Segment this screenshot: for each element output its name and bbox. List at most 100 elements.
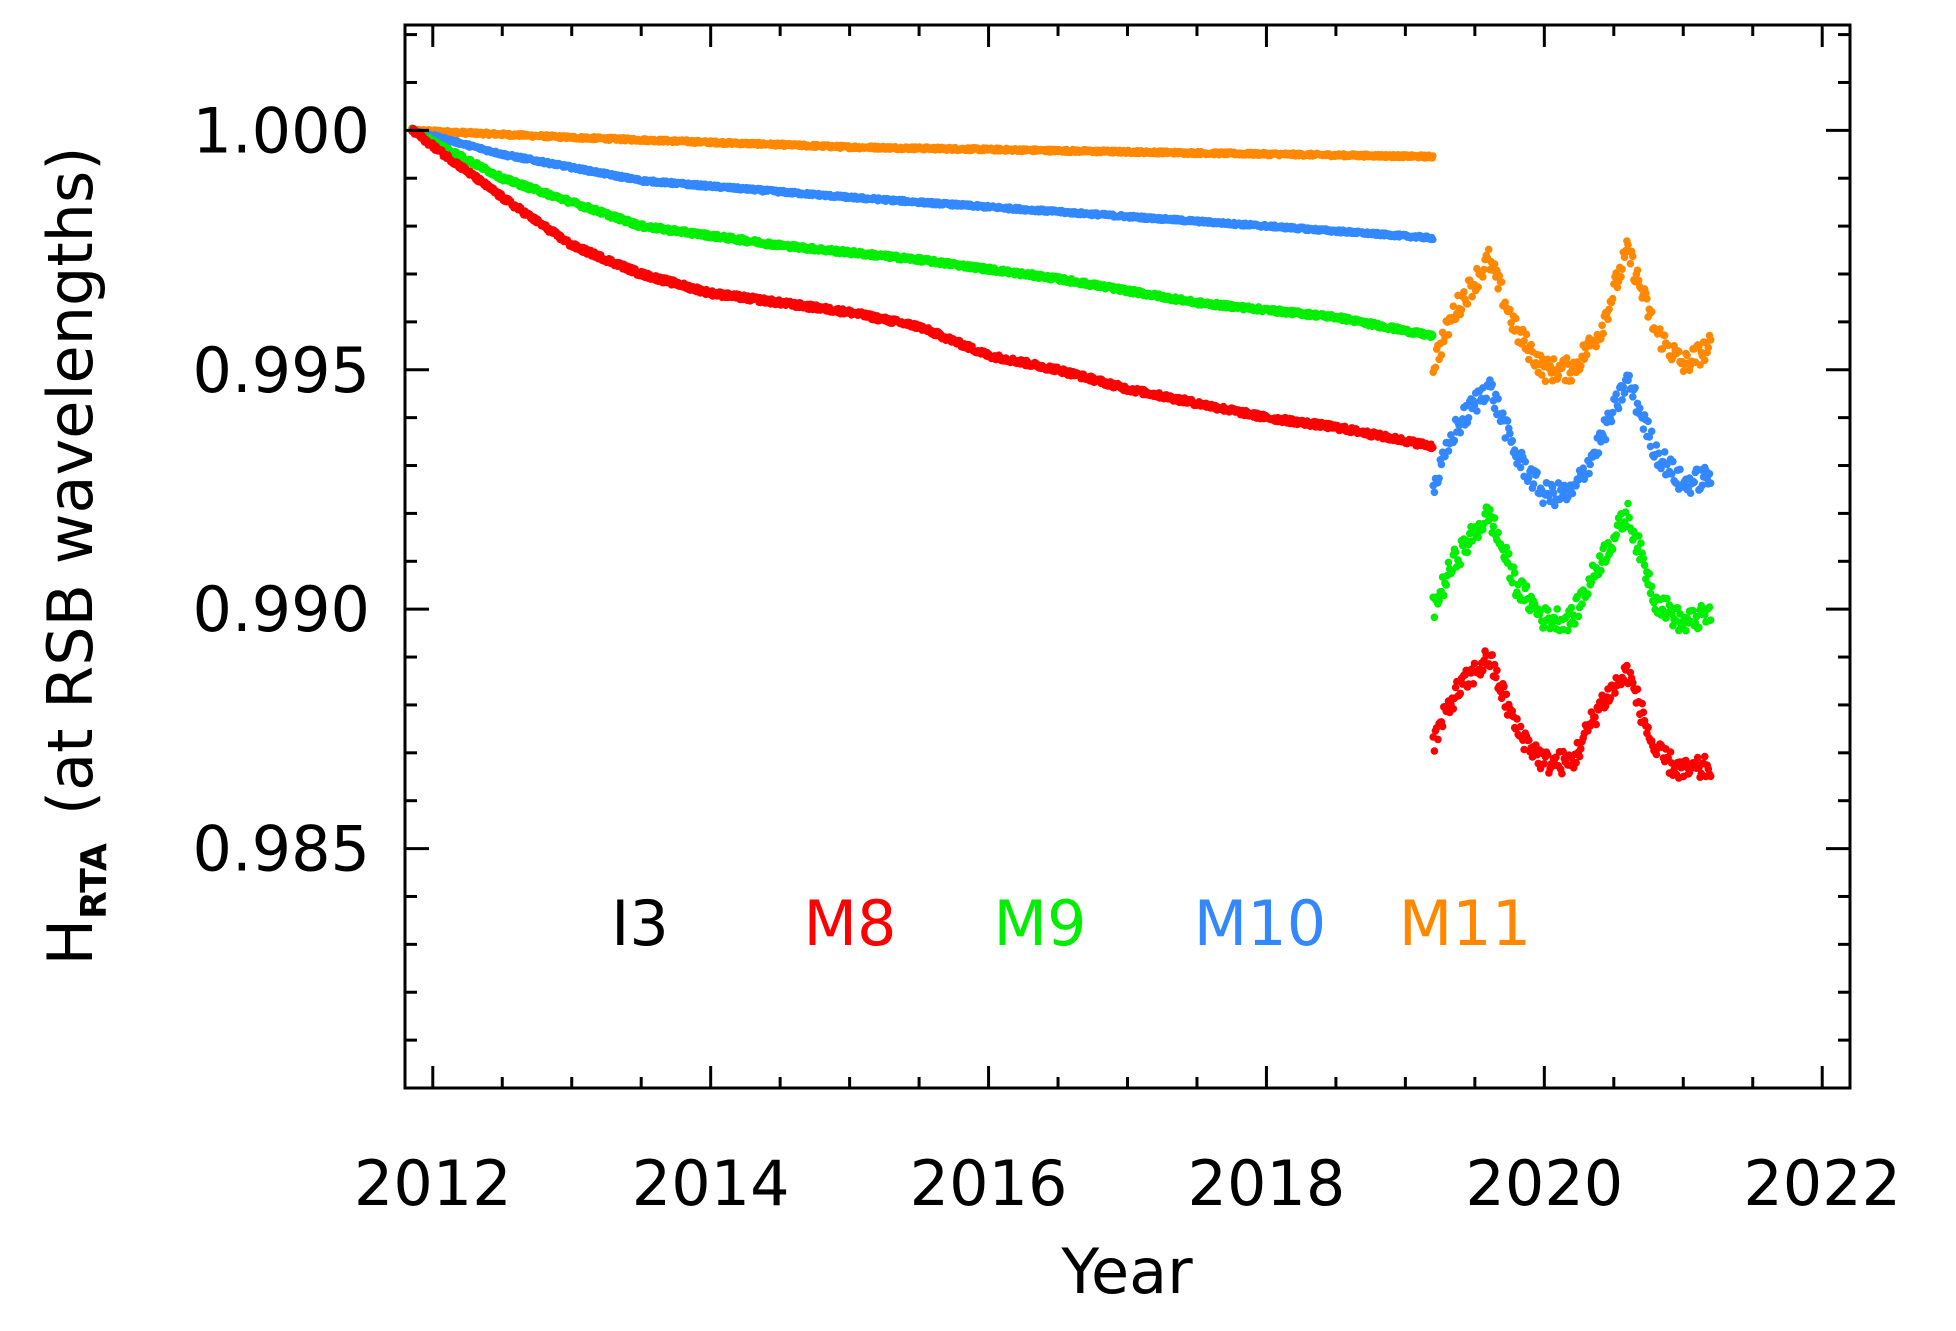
data-point-M11 — [1549, 355, 1558, 363]
data-point-M11 — [1608, 294, 1617, 303]
data-point-M11 — [1431, 363, 1440, 372]
data-point-M11 — [1562, 354, 1571, 362]
data-point-M11 — [1538, 371, 1546, 379]
data-point-M11 — [1598, 321, 1606, 330]
data-point-M10 — [1568, 489, 1577, 498]
data-point-M10 — [1488, 380, 1496, 389]
data-point-M10 — [1639, 425, 1648, 434]
data-point-M11 — [1618, 265, 1626, 274]
data-point-M11 — [1620, 253, 1629, 261]
data-point-M11 — [1582, 351, 1591, 359]
data-point-M10 — [1435, 474, 1443, 483]
data-point-M11 — [1457, 305, 1466, 314]
data-point-M10 — [1450, 436, 1459, 445]
data-point-M10 — [1614, 404, 1623, 413]
data-point-M11 — [1605, 305, 1613, 314]
data-point-M11 — [1656, 325, 1664, 333]
data-point-M11 — [1495, 271, 1504, 280]
data-point-M11 — [1617, 273, 1625, 281]
data-point-M11 — [1642, 289, 1650, 297]
data-point-M11 — [1444, 331, 1453, 339]
data-point-M10 — [1631, 384, 1639, 392]
data-point-M11 — [1474, 283, 1482, 291]
data-point-M11 — [1701, 356, 1709, 365]
data-point-M11 — [1604, 315, 1612, 324]
data-point-M11 — [1480, 265, 1488, 274]
data-point-M10 — [1499, 409, 1507, 418]
data-point-M10 — [1508, 437, 1517, 445]
data-point-M11 — [1695, 342, 1703, 351]
data-point-M11 — [1490, 260, 1499, 268]
data-point-M11 — [1679, 367, 1688, 376]
data-point-M11 — [1706, 336, 1715, 344]
data-point-M11 — [1634, 276, 1643, 285]
data-marks — [408, 124, 1715, 782]
data-point-M10 — [1669, 457, 1677, 466]
data-point-M11 — [1527, 340, 1535, 349]
data-point-M11 — [1554, 371, 1563, 380]
data-point-M11 — [1599, 329, 1607, 338]
data-point-M11 — [1696, 361, 1704, 369]
data-point-M11 — [1484, 245, 1493, 254]
data-point-M11 — [1624, 240, 1632, 249]
series-M11 — [408, 125, 1715, 386]
series-M10 — [408, 125, 1715, 510]
data-point-M11 — [1683, 351, 1691, 360]
data-point-M11 — [1647, 308, 1656, 316]
data-point-M11 — [1501, 298, 1509, 307]
data-point-M11 — [1451, 315, 1460, 324]
data-point-M11 — [1664, 341, 1672, 350]
data-point-M11 — [1592, 342, 1600, 351]
data-point-M10 — [1503, 417, 1512, 425]
data-point-M10 — [1601, 435, 1610, 444]
data-point-M11 — [1564, 360, 1572, 368]
data-point-M11 — [1613, 283, 1622, 292]
data-point-M11 — [1506, 305, 1514, 314]
data-point-M11 — [1479, 273, 1487, 281]
data-point-M11 — [1626, 259, 1635, 268]
data-point-M11 — [1704, 343, 1713, 352]
data-point-M10 — [1521, 457, 1530, 466]
data-point-M11 — [1437, 351, 1446, 359]
data-point-M10 — [1647, 427, 1656, 436]
data-point-M10 — [1539, 499, 1547, 508]
data-point-M11 — [1577, 362, 1585, 370]
data-point-M11 — [1468, 292, 1476, 301]
data-point-M10 — [1533, 468, 1541, 477]
data-point-M11 — [1494, 285, 1502, 293]
data-point-M10 — [1430, 488, 1439, 497]
data-point-M10 — [1585, 469, 1593, 478]
data-point-M11 — [1675, 347, 1683, 356]
data-point-M10 — [1437, 460, 1446, 469]
data-point-M11 — [1629, 252, 1637, 261]
data-point-M11 — [1429, 152, 1437, 160]
data-point-M10 — [1625, 371, 1633, 380]
data-point-M11 — [1512, 314, 1520, 323]
data-point-M10 — [1636, 404, 1644, 413]
data-point-M11 — [1543, 355, 1552, 364]
data-point-M11 — [1660, 331, 1669, 340]
data-point-M10 — [1473, 407, 1481, 415]
data-point-M10 — [1652, 441, 1661, 449]
data-point-M10 — [1676, 465, 1684, 474]
data-point-M11 — [1541, 377, 1550, 386]
data-point-M11 — [1520, 337, 1528, 345]
data-point-M11 — [1460, 288, 1468, 296]
data-point-M10 — [1529, 480, 1538, 488]
data-point-M10 — [1464, 414, 1473, 422]
data-point-M10 — [1644, 417, 1652, 426]
data-point-M11 — [1463, 300, 1472, 308]
data-point-M11 — [1522, 330, 1531, 339]
data-point-M10 — [1506, 429, 1514, 438]
data-point-M11 — [1558, 364, 1566, 373]
data-point-M11 — [1633, 266, 1642, 275]
data-point-M10 — [1706, 479, 1715, 488]
data-point-M11 — [1449, 302, 1458, 311]
data-point-M10 — [1612, 390, 1620, 398]
data-point-M10 — [1686, 489, 1695, 498]
data-point-M10 — [1705, 470, 1714, 478]
data-point-M11 — [1643, 295, 1651, 303]
data-point-M10 — [1629, 393, 1637, 401]
data-point-M10 — [1607, 417, 1616, 426]
